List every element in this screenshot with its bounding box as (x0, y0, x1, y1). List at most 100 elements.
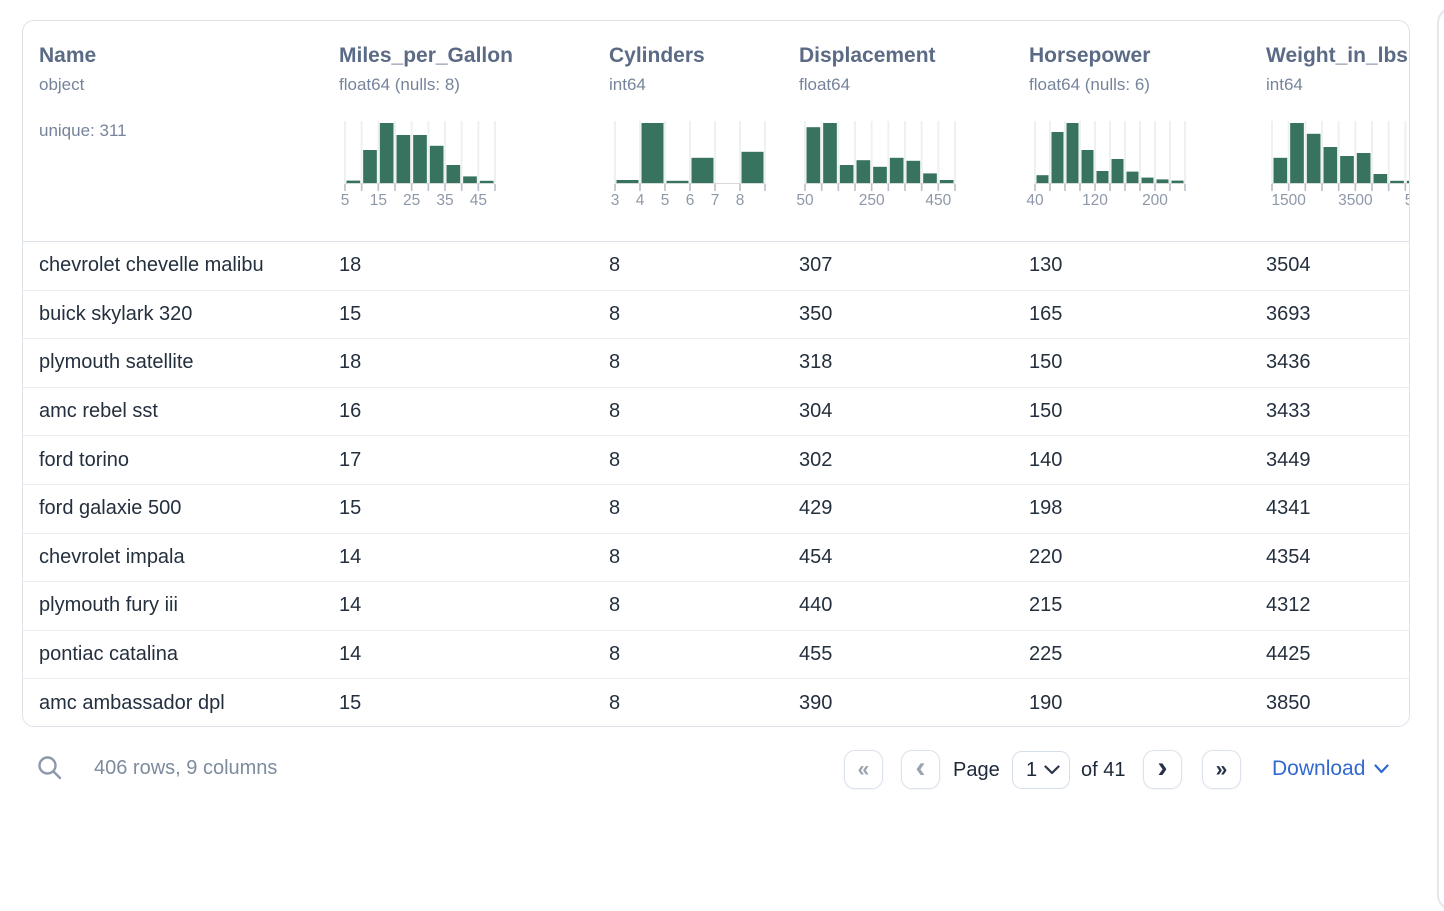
page-select[interactable]: 1 (1012, 751, 1070, 789)
last-page-button[interactable]: » (1202, 750, 1241, 789)
cell: 150 (1029, 351, 1063, 374)
svg-text:35: 35 (436, 192, 453, 209)
cell: 350 (799, 302, 833, 325)
cell: 4341 (1266, 497, 1311, 520)
row-column-summary: 406 rows, 9 columns (94, 757, 278, 779)
cell: 15 (339, 497, 362, 520)
svg-text:7: 7 (711, 192, 720, 209)
cell: 8 (609, 643, 621, 666)
column-histogram: 50 250 450 (796, 121, 956, 209)
svg-text:120: 120 (1082, 192, 1108, 209)
svg-text:200: 200 (1142, 192, 1168, 209)
cell: 4425 (1266, 643, 1311, 666)
cell: ford torino (39, 448, 130, 471)
cell: 8 (609, 692, 621, 715)
download-button[interactable]: Download (1272, 757, 1390, 781)
column-histogram: 40 120 200 (1026, 121, 1186, 209)
cell: 15 (339, 302, 362, 325)
cell: 14 (339, 594, 362, 617)
column-unique-count: unique: 311 (39, 121, 127, 140)
svg-text:3500: 3500 (1338, 192, 1373, 209)
table-row: amc ambassador dpl 15 8 390 190 3850 (23, 679, 1409, 726)
column-title: Name (39, 44, 97, 67)
svg-text:5500: 5500 (1405, 192, 1410, 209)
cell: 8 (609, 497, 621, 520)
table-row: ford galaxie 500 15 8 429 198 4341 (23, 484, 1409, 534)
double-chevron-right-icon: » (1215, 758, 1228, 781)
column-title: Horsepower (1029, 44, 1151, 67)
column-histogram: 5 15 25 35 45 (341, 121, 496, 209)
cell: 8 (609, 545, 621, 568)
table-body: chevrolet chevelle malibu 18 8 307 130 3504 bu… (23, 242, 1409, 726)
svg-text:15: 15 (370, 192, 387, 209)
next-page-button[interactable]: › (1143, 750, 1182, 789)
cell: 318 (799, 351, 833, 374)
cell: 455 (799, 643, 833, 666)
chevron-left-icon: ‹ (915, 750, 926, 784)
svg-text:250: 250 (859, 192, 885, 209)
page-count-label: of 41 (1081, 759, 1126, 781)
column-header-name[interactable]: Name object unique: 311 (23, 43, 339, 241)
chevron-down-icon (1374, 764, 1390, 774)
cell: ford galaxie 500 (39, 497, 182, 520)
svg-text:3: 3 (611, 192, 620, 209)
double-chevron-left-icon: « (857, 758, 870, 781)
cell: 8 (609, 351, 621, 374)
table-row: buick skylark 320 15 8 350 165 3693 (23, 290, 1409, 340)
svg-text:5: 5 (341, 192, 350, 209)
column-dtype: object (39, 75, 85, 94)
cell: 8 (609, 254, 621, 277)
first-page-button[interactable]: « (844, 750, 883, 789)
cell: 429 (799, 497, 833, 520)
svg-text:5: 5 (661, 192, 670, 209)
column-header-weight_in_lbs[interactable]: Weight_in_lbs int64 1500 3500 5500 (1266, 43, 1410, 241)
cell: pontiac catalina (39, 643, 178, 666)
cell: 8 (609, 594, 621, 617)
cell: 307 (799, 254, 833, 277)
cell: 3504 (1266, 254, 1311, 277)
cell: 165 (1029, 302, 1063, 325)
cell: 302 (799, 448, 833, 471)
cell: 8 (609, 400, 621, 423)
cell: chevrolet chevelle malibu (39, 254, 264, 277)
svg-text:450: 450 (925, 192, 951, 209)
svg-text:6: 6 (686, 192, 695, 209)
cell: 3449 (1266, 448, 1311, 471)
cell: 215 (1029, 594, 1063, 617)
cell: 3850 (1266, 692, 1311, 715)
column-title: Miles_per_Gallon (339, 44, 513, 67)
cell: 3433 (1266, 400, 1311, 423)
chevron-right-icon: › (1157, 750, 1168, 784)
table-row: pontiac catalina 14 8 455 225 4425 (23, 630, 1409, 680)
cell: 454 (799, 545, 833, 568)
column-header-displacement[interactable]: Displacement float64 50 250 450 (796, 43, 1029, 241)
svg-text:50: 50 (796, 192, 814, 209)
table-row: plymouth fury iii 14 8 440 215 4312 (23, 582, 1409, 631)
cell: 130 (1029, 254, 1063, 277)
svg-text:8: 8 (736, 192, 745, 209)
column-header-horsepower[interactable]: Horsepower float64 (nulls: 6) 40 120 200 (1026, 43, 1266, 241)
column-dtype: float64 (nulls: 6) (1029, 75, 1150, 94)
table-row: amc rebel sst 16 8 304 150 3433 (23, 387, 1409, 437)
column-histogram: 1500 3500 5500 (1271, 121, 1410, 209)
download-label: Download (1272, 757, 1366, 780)
prev-page-button[interactable]: ‹ (901, 750, 940, 789)
column-title: Weight_in_lbs (1266, 44, 1408, 67)
cell: 8 (609, 448, 621, 471)
cell: 18 (339, 351, 362, 374)
cell: plymouth fury iii (39, 594, 178, 617)
cell: amc ambassador dpl (39, 692, 225, 715)
column-header-cylinders[interactable]: Cylinders int64 3 4 5 6 7 8 (609, 43, 799, 241)
column-header-miles_per_gallon[interactable]: Miles_per_Gallon float64 (nulls: 8) 5 15 25 3… (339, 43, 609, 241)
svg-text:40: 40 (1026, 192, 1044, 209)
cell: 17 (339, 448, 362, 471)
column-title: Cylinders (609, 44, 705, 67)
search-icon[interactable] (36, 754, 64, 782)
cell: buick skylark 320 (39, 302, 193, 325)
svg-text:4: 4 (636, 192, 645, 209)
column-title: Displacement (799, 44, 936, 67)
cell: 150 (1029, 400, 1063, 423)
cell: 4312 (1266, 594, 1311, 617)
